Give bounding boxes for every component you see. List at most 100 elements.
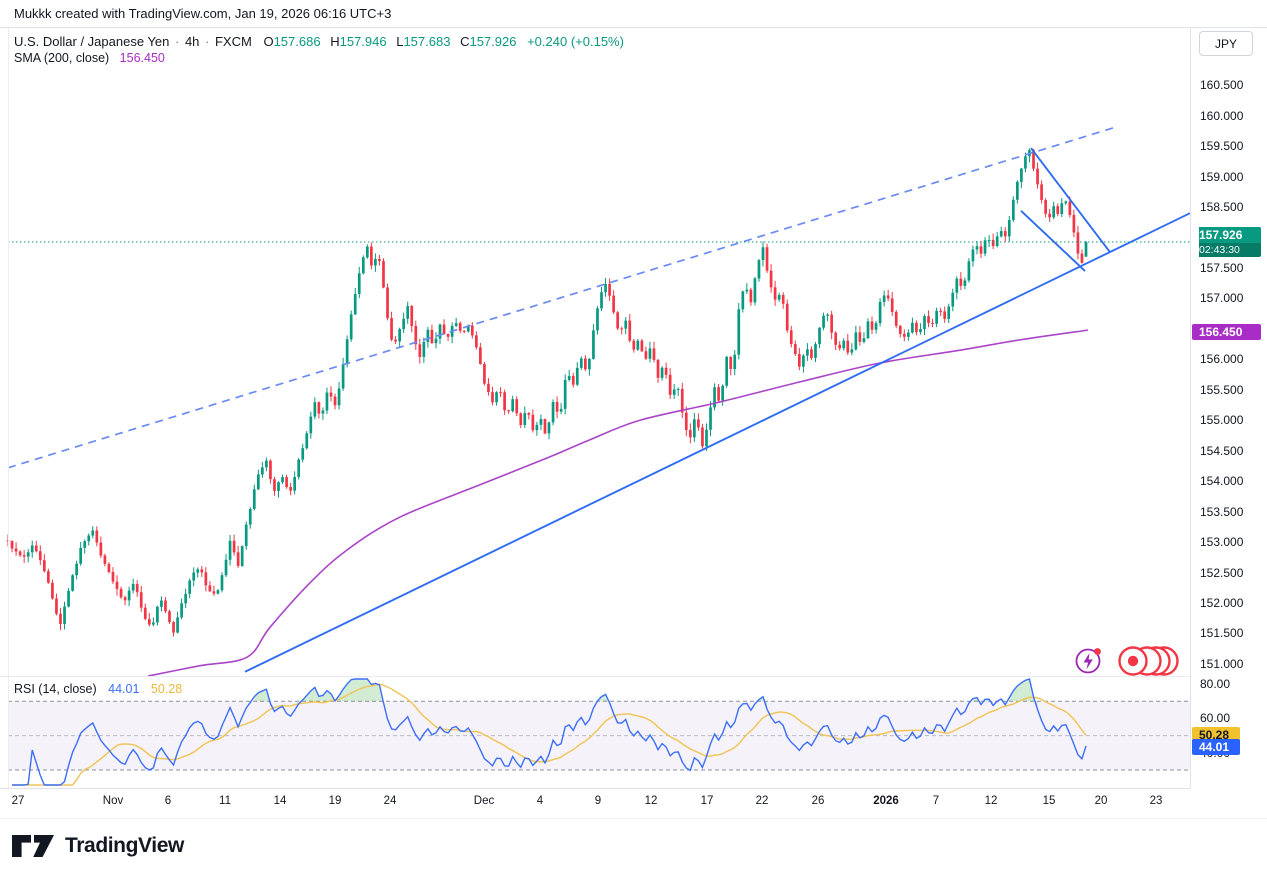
candle [495,392,498,403]
channel-upper-dashed[interactable] [7,127,1114,469]
rsi-label[interactable]: RSI (14, close) [14,682,97,696]
candle [228,540,232,560]
candle [382,261,385,288]
currency-unit-button[interactable]: JPY [1199,31,1253,56]
wedge-upper-line[interactable] [1030,147,1111,253]
sma200-line[interactable] [147,329,1089,677]
candle [483,364,486,384]
candle [866,321,870,339]
time-axis[interactable]: 27 Nov 6 11 14 19 24 Dec 4 9 12 17 22 26 2026 7 12 15 20 23 [0,788,1190,819]
candle [947,306,951,319]
price-tick-label: 160.500 [1200,78,1244,93]
candle [91,530,95,536]
symbol-flag-center [1127,655,1139,667]
candle [644,351,648,359]
candle [648,348,652,359]
candle [119,588,123,598]
time-tick-label: 22 [755,795,769,807]
candle [204,572,208,586]
high-label: H [330,34,340,49]
rsi-ma-value: 50.28 [150,682,183,696]
sma-price-badge: 156.450 [1192,323,1261,340]
low-label: L [396,34,404,49]
candle [684,412,688,431]
candle [365,246,369,258]
low-value: 157.683 [403,34,451,49]
candle [999,231,1003,237]
price-tick-label: 154.500 [1200,443,1244,458]
rsi-value: 44.01 [108,682,140,696]
candle [240,546,244,566]
candle [781,295,785,304]
sma-label[interactable]: SMA (200, close) [14,51,110,65]
sma-legend[interactable]: SMA (200, close) 156.450 [14,51,165,65]
rsi-ma-line[interactable] [12,683,1087,786]
candle [507,410,510,412]
candle [1020,168,1023,182]
candle [1068,201,1072,216]
wedge-lower-line[interactable] [1020,210,1086,272]
candle [830,314,833,333]
notification-dot [1094,648,1101,655]
candle [761,247,765,261]
tradingview-logo-icon [12,835,54,857]
tradingview-logo[interactable]: TradingView [10,833,184,859]
candle [987,239,991,241]
candle [753,278,757,303]
rsi-line[interactable] [12,678,1087,786]
candle [680,388,684,413]
candle [951,292,955,307]
candle [470,325,474,336]
candle [862,338,866,342]
price-tick-label: 158.500 [1200,200,1244,215]
candle [398,329,401,342]
candle [919,329,922,333]
candle [390,317,393,340]
candle [224,559,228,576]
rsi-tick-label: 80.00 [1200,677,1231,691]
candle [168,611,171,623]
candle [188,580,192,594]
candle [935,310,938,324]
candle [806,349,809,356]
candle [345,339,349,365]
candle [551,402,555,423]
candle [394,339,397,342]
candle [898,325,902,334]
candle [668,374,672,395]
candle [192,572,196,581]
close-value: 157.926 [469,34,517,49]
candle [438,324,442,339]
rsi-legend[interactable]: RSI (14, close) 44.01 50.28 [14,682,182,696]
candle [688,430,692,438]
candle [503,392,506,411]
support-trendline[interactable] [244,212,1191,673]
time-tick-label: 23 [1149,795,1163,807]
symbol-name[interactable]: U.S. Dollar / Japanese Yen [14,34,170,49]
price-axis[interactable]: 160.500 160.000 159.500 159.000 158.500 157.5… [1190,28,1267,788]
candle [612,295,615,313]
candle [923,316,926,330]
candle [575,367,579,385]
candle [838,344,842,349]
candle [592,330,595,359]
candle [515,399,519,414]
candle [757,260,761,279]
candle [426,329,430,342]
candle [818,327,821,345]
interval-label[interactable]: 4h [184,34,200,49]
open-label: O [263,34,274,49]
pane-separator[interactable] [0,676,1190,677]
candle [172,622,175,633]
candle [55,598,58,614]
candle [103,555,107,564]
header-title: Mukkk created with TradingView.com, Jan … [14,6,392,21]
candle [454,323,458,326]
candle [955,278,959,293]
candle [200,569,204,573]
candle [636,340,640,350]
symbol-legend[interactable]: U.S. Dollar / Japanese Yen · 4h · FXCM O… [14,34,624,49]
candle [446,334,450,337]
candle [285,477,288,488]
